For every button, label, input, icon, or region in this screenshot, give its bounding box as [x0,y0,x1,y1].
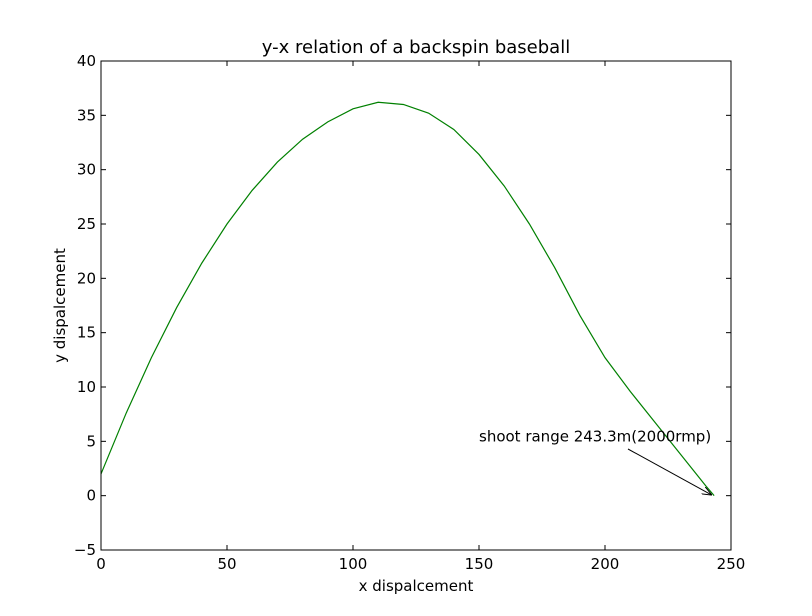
y-tick-label: 5 [86,432,96,450]
annotations: shoot range 243.3m(2000rmp) [479,427,711,494]
y-tick-label: 30 [77,161,96,179]
x-tick-label: 250 [717,555,746,573]
y-tick-label: 35 [77,106,96,124]
y-tick-label: −5 [74,541,96,559]
y-axis-label: y dispalcement [51,248,69,363]
annotation-text: shoot range 243.3m(2000rmp) [479,427,711,445]
y-tick-label: 10 [77,378,96,396]
x-tick-label: 100 [339,555,368,573]
chart-title: y-x relation of a backspin baseball [262,37,570,58]
annotation-arrow [627,448,711,495]
y-tick-label: 20 [77,269,96,287]
axes-frame [100,60,732,551]
x-tick-label: 200 [591,555,620,573]
plot-area [100,101,715,497]
y-tick-label: 40 [77,52,96,70]
y-tick-label: 0 [86,487,96,505]
x-tick-label: 150 [465,555,494,573]
x-tick-label: 50 [217,555,236,573]
y-tick-label: 25 [77,215,96,233]
y-tick-label: 15 [77,324,96,342]
x-axis-label: x dispalcement [359,577,474,595]
series-line [100,101,715,497]
x-tick-label: 0 [96,555,106,573]
